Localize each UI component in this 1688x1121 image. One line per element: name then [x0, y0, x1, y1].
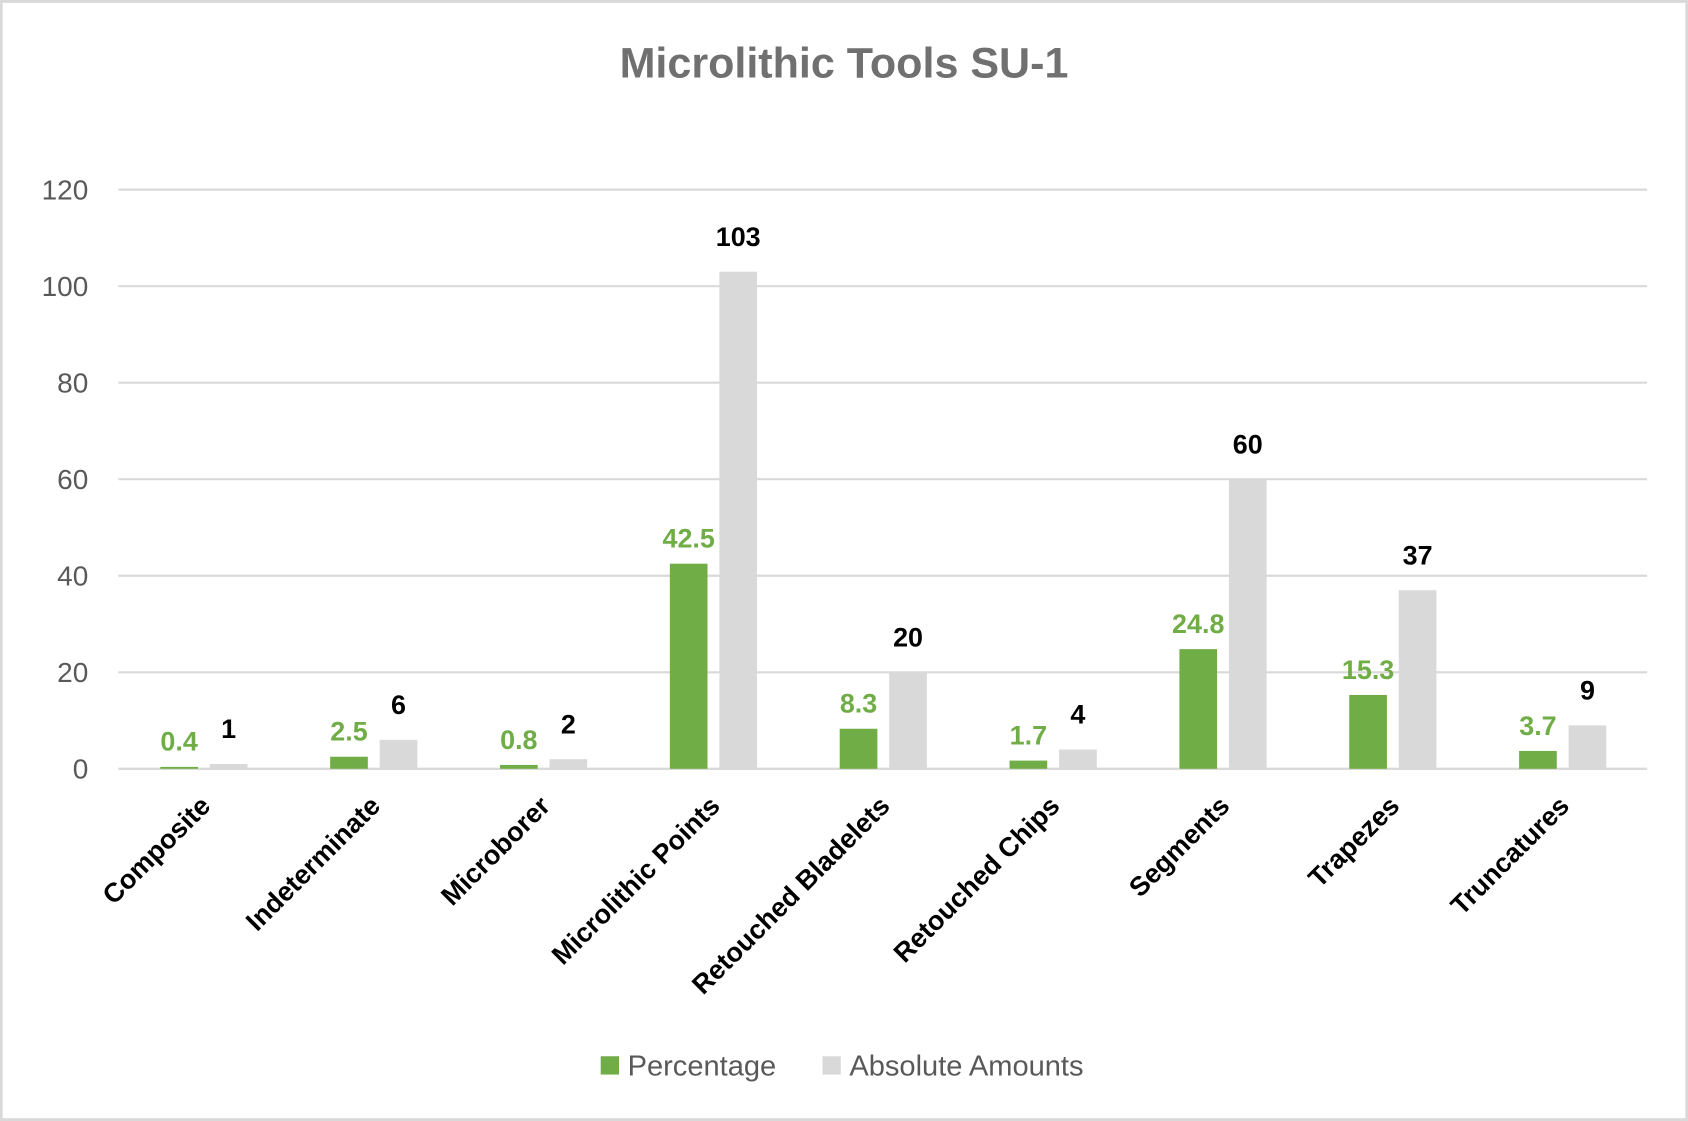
bar-absolute — [889, 672, 927, 769]
legend: Percentage Absolute Amounts — [600, 1051, 1084, 1083]
bar-percentage — [499, 764, 538, 769]
y-tick-label: 0 — [73, 753, 89, 784]
bar-absolute — [209, 763, 248, 769]
bar-absolute — [1059, 749, 1097, 769]
data-label: 4 — [1070, 700, 1085, 730]
legend-label: Absolute Amounts — [849, 1051, 1083, 1083]
data-label: 6 — [391, 690, 406, 720]
data-label: 3.7 — [1519, 711, 1556, 741]
data-label: 0.8 — [500, 725, 537, 755]
data-label: 60 — [1233, 429, 1263, 459]
bar-absolute — [379, 739, 418, 769]
data-label: 0.4 — [160, 727, 197, 757]
bar-percentage — [1349, 694, 1387, 769]
legend-label: Percentage — [628, 1051, 777, 1083]
bar-absolute — [1228, 479, 1267, 769]
data-label: 103 — [716, 222, 761, 252]
y-tick-label: 80 — [57, 367, 88, 398]
data-label: 2 — [561, 709, 576, 739]
data-label: 8.3 — [840, 689, 877, 719]
bar-percentage — [1009, 760, 1048, 769]
bar-percentage — [330, 756, 368, 769]
chart-title: Microlithic Tools SU-1 — [620, 40, 1069, 88]
bar-percentage — [1519, 750, 1557, 769]
y-tick-label: 20 — [57, 657, 88, 688]
bar-absolute — [1568, 725, 1607, 769]
data-label: 1 — [221, 714, 236, 744]
bar-percentage — [669, 563, 708, 769]
data-label: 9 — [1580, 676, 1595, 706]
data-label: 42.5 — [662, 524, 714, 554]
legend-swatch — [822, 1056, 841, 1075]
data-label: 37 — [1403, 540, 1433, 570]
bar-percentage — [160, 766, 198, 769]
bar-percentage — [839, 728, 878, 769]
y-tick-label: 120 — [42, 174, 89, 205]
bar-percentage — [1179, 649, 1218, 769]
legend-swatch — [600, 1056, 620, 1075]
data-label: 15.3 — [1342, 655, 1394, 685]
data-label: 24.8 — [1172, 609, 1224, 639]
bar-absolute — [719, 271, 758, 769]
data-label: 20 — [893, 622, 923, 652]
bar-absolute — [549, 759, 588, 769]
y-tick-label: 60 — [57, 464, 88, 495]
data-label: 2.5 — [330, 717, 367, 747]
y-tick-label: 40 — [57, 560, 88, 591]
data-label: 1.7 — [1010, 720, 1047, 750]
y-tick-label: 100 — [42, 271, 89, 302]
bar-absolute — [1398, 590, 1437, 769]
